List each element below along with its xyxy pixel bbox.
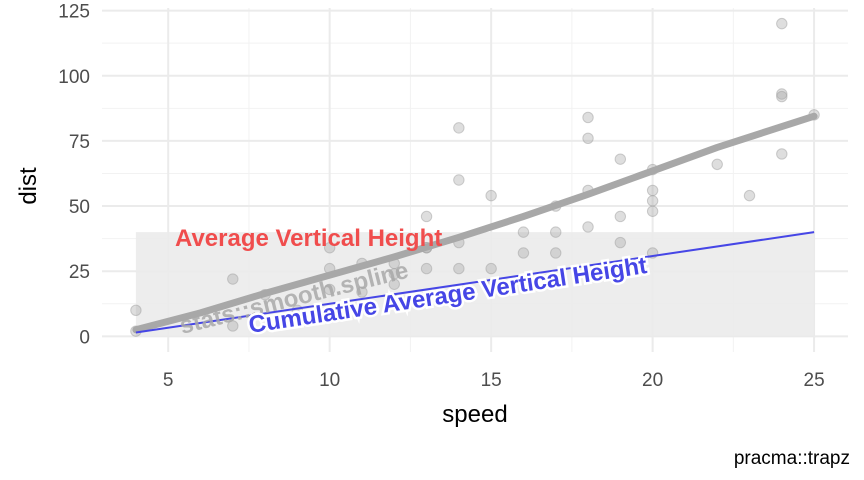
data-point (420, 210, 433, 223)
x-tick-label: 15 (481, 370, 502, 391)
data-point (453, 174, 465, 186)
data-point (453, 122, 465, 134)
cumulative-average-line (135, 231, 815, 334)
data-point (614, 236, 627, 249)
x-tick-label: 25 (804, 370, 825, 391)
data-point (646, 205, 659, 217)
data-point (776, 17, 788, 30)
data-point (646, 195, 659, 207)
data-point (646, 184, 659, 197)
y-tick-label: 100 (58, 67, 90, 88)
data-point (453, 262, 465, 275)
x-tick-label: 5 (163, 370, 174, 391)
spline-line (132, 112, 818, 334)
average-vertical-height-label: Average Vertical Height (175, 225, 442, 252)
data-point (582, 132, 594, 145)
data-point (776, 88, 788, 100)
data-point (550, 226, 562, 238)
data-point (323, 242, 336, 254)
data-point (550, 247, 562, 259)
data-point (582, 221, 594, 233)
x-axis-title: speed (442, 401, 507, 428)
data-point (614, 153, 627, 165)
y-tick-labels: 0 25 50 75 100 125 (58, 2, 90, 349)
data-point (743, 189, 756, 202)
data-point (485, 189, 497, 202)
y-tick-label: 25 (69, 262, 90, 283)
data-point (582, 111, 594, 124)
data-point (485, 262, 497, 275)
data-point (356, 286, 368, 298)
y-tick-label: 125 (58, 2, 90, 23)
y-tick-label: 75 (69, 132, 90, 153)
data-point (323, 283, 336, 296)
data-point (711, 158, 723, 171)
caption: pracma::trapz (734, 448, 850, 469)
data-point (776, 148, 788, 160)
data-point (227, 273, 239, 285)
data-point (517, 247, 530, 259)
spline-layer (132, 112, 818, 334)
data-point (614, 210, 627, 223)
x-tick-label: 20 (642, 370, 663, 391)
y-tick-label: 50 (69, 197, 90, 218)
x-tick-labels: 5 10 15 20 25 (163, 370, 825, 391)
data-point (420, 262, 433, 275)
data-point (517, 226, 530, 238)
data-point (776, 90, 788, 103)
data-point (130, 304, 142, 317)
y-axis-title: dist (15, 167, 42, 205)
y-tick-label: 0 (79, 327, 90, 348)
x-tick-label: 10 (319, 370, 340, 391)
data-point (227, 320, 239, 332)
cumulative-layer (135, 231, 815, 334)
